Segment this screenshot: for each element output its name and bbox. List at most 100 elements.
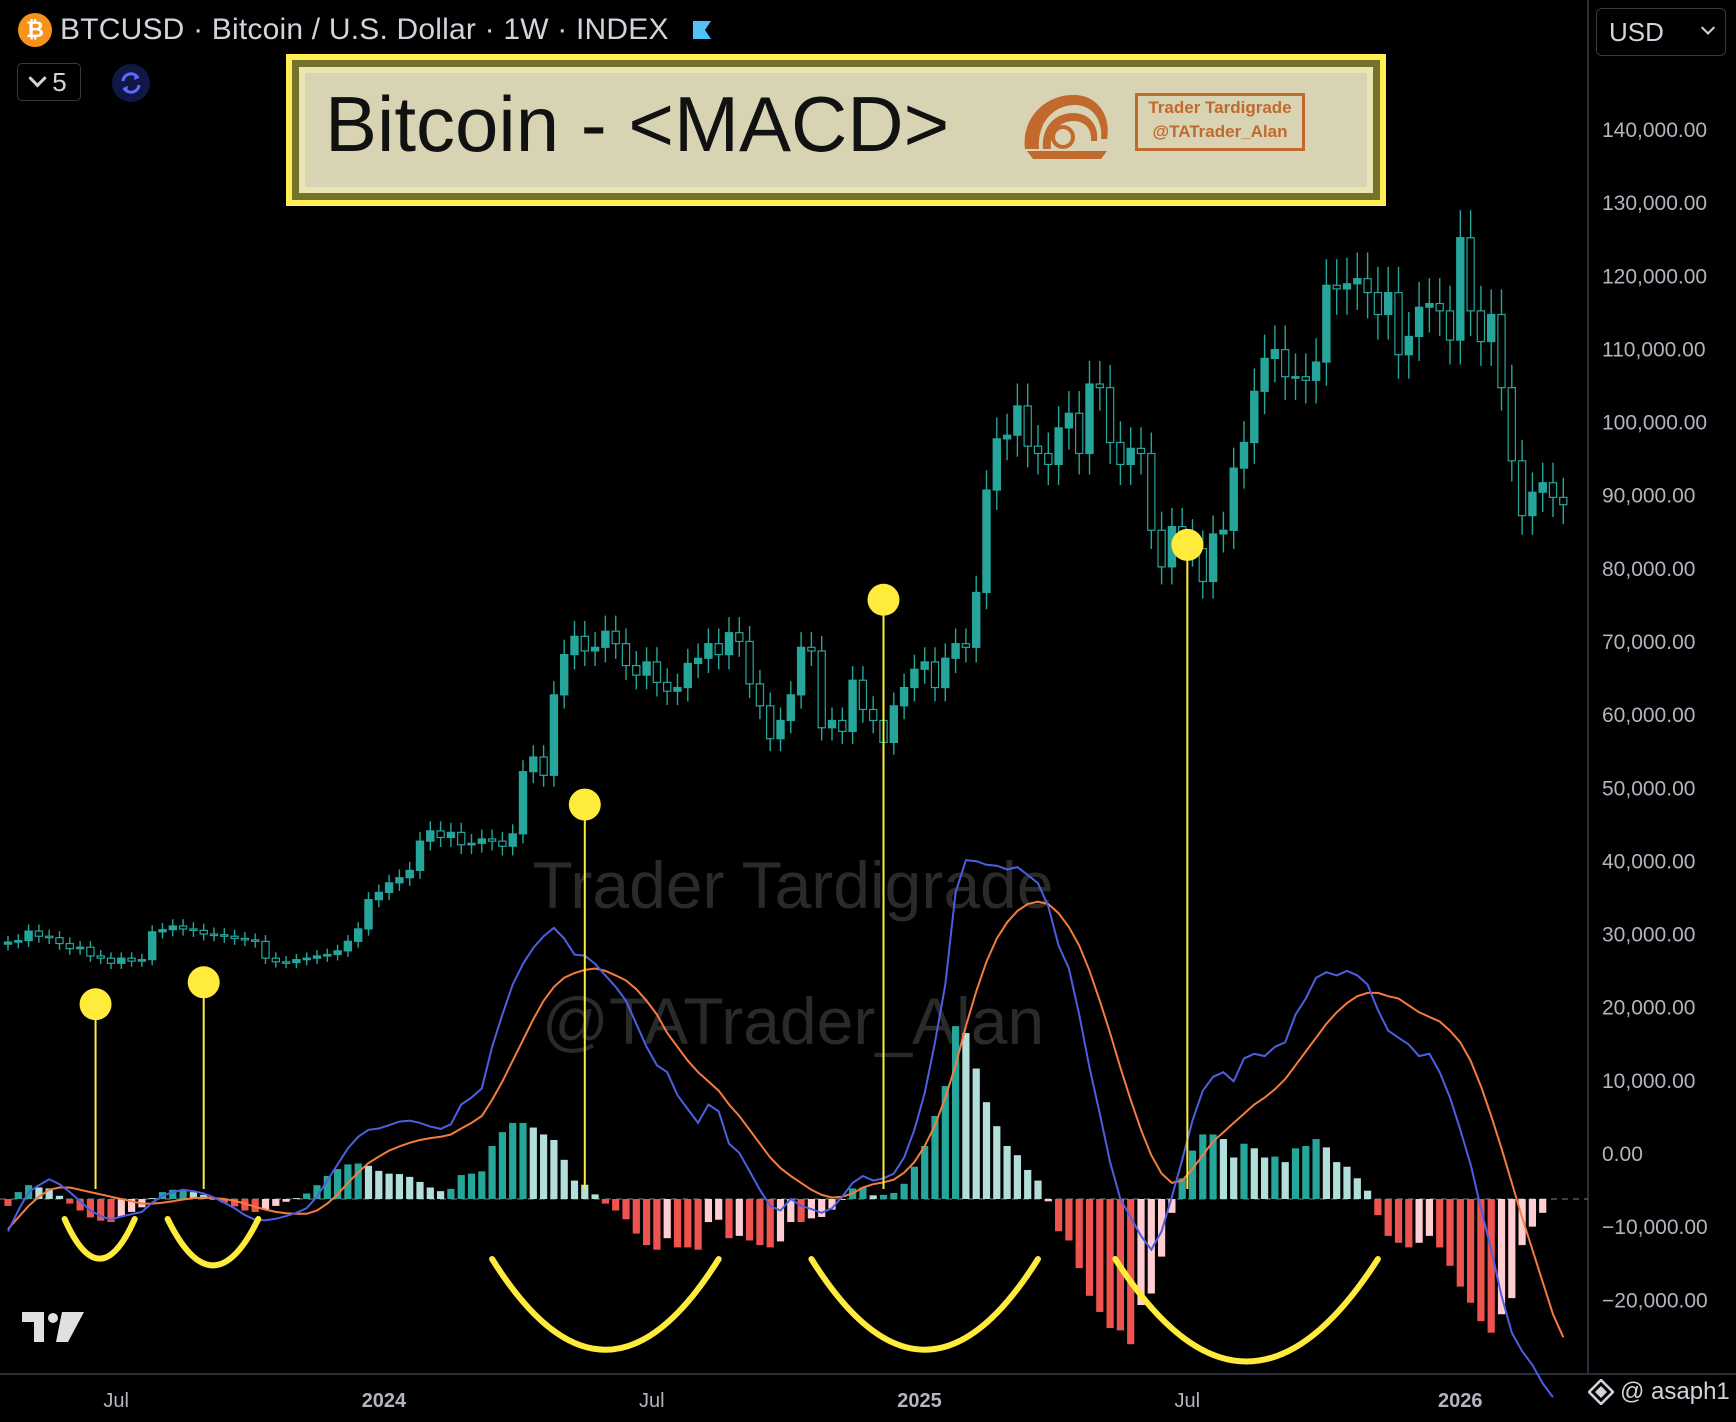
currency-value: USD (1609, 16, 1664, 47)
histogram-bar (478, 1171, 486, 1199)
candle-body (621, 643, 631, 667)
histogram-bar (900, 1183, 908, 1199)
candle-body (930, 661, 940, 689)
price-tick-label: 20,000.00 (1602, 997, 1695, 1020)
candle-body (755, 683, 765, 707)
candle-body (96, 955, 105, 959)
candle-body (374, 891, 384, 901)
candle-body (240, 937, 250, 941)
candle-body (209, 933, 219, 937)
candle-body (1394, 291, 1403, 356)
sync-icon[interactable] (112, 64, 150, 102)
candle-body (1353, 278, 1362, 285)
currency-select[interactable]: USD (1596, 8, 1726, 56)
price-tick-label: 140,000.00 (1602, 119, 1707, 142)
candle-body (1157, 529, 1166, 568)
indicator-collapse-button[interactable]: 5 (17, 63, 81, 101)
histogram-bar (632, 1199, 640, 1234)
candle-body (745, 640, 754, 685)
histogram-bar (746, 1199, 754, 1241)
candle-body (395, 877, 404, 884)
histogram-bar (364, 1165, 373, 1199)
candle-body (662, 681, 672, 692)
candle-body (559, 654, 569, 696)
flag-icon[interactable] (691, 19, 713, 41)
candle-body (1404, 335, 1413, 356)
candle-body (1476, 310, 1486, 343)
candle-body (127, 957, 136, 962)
histogram-bar (282, 1199, 290, 1202)
histogram-bar (1055, 1199, 1063, 1232)
histogram-bar (97, 1199, 105, 1221)
candle-body (24, 930, 33, 942)
candle-body (1322, 284, 1331, 363)
candle-body (364, 899, 373, 930)
candle-body (848, 679, 857, 733)
histogram-bar (581, 1184, 589, 1199)
histogram-bar (797, 1199, 805, 1223)
histogram-bar (859, 1187, 867, 1199)
macd-histogram (0, 1026, 1588, 1345)
price-tick-label: 60,000.00 (1602, 704, 1695, 727)
trough-arc (808, 1256, 1041, 1353)
candle-body (75, 946, 85, 950)
candle-body (446, 831, 456, 839)
histogram-bar (385, 1173, 393, 1199)
histogram-bar (972, 1068, 980, 1199)
histogram-bar (169, 1189, 177, 1199)
histogram-bar (1188, 1150, 1197, 1199)
histogram-bar (1240, 1143, 1248, 1199)
candle-body (920, 661, 929, 670)
diamond-logo-icon (1588, 1379, 1614, 1405)
candle-body (611, 630, 620, 645)
histogram-bar (14, 1192, 22, 1199)
bitcoin-icon[interactable]: ₿ (18, 13, 52, 47)
candle-body (1116, 441, 1125, 466)
price-tick-label: 50,000.00 (1602, 777, 1695, 800)
candle-body (1373, 291, 1383, 316)
histogram-bar (1446, 1199, 1454, 1266)
candle-body (1013, 405, 1022, 436)
candle-body (632, 664, 641, 676)
histogram-bar (1147, 1199, 1155, 1294)
annotation-dot (187, 966, 220, 999)
histogram-bar (416, 1181, 424, 1199)
time-axis: Jul 2024 Jul 2025 Jul 2026 (103, 1390, 1482, 1412)
histogram-bar (488, 1145, 496, 1199)
logo-text-box: Trader Tardigrade @TATrader_Alan (1135, 93, 1305, 151)
credit-text: @ asaph1 (1620, 1378, 1730, 1405)
candle-body (189, 928, 198, 932)
candle-body (683, 662, 693, 689)
candle-body (1229, 467, 1238, 531)
histogram-bar (756, 1199, 764, 1246)
candle-body (230, 935, 239, 940)
histogram-bar (1497, 1199, 1506, 1315)
histogram-bar (735, 1199, 743, 1236)
candle-body (570, 635, 579, 656)
candle-body (1332, 284, 1341, 290)
histogram-bar (787, 1199, 795, 1223)
histogram-bar (1230, 1157, 1238, 1199)
symbol-title[interactable]: BTCUSD · Bitcoin / U.S. Dollar · 1W · IN… (60, 13, 669, 46)
histogram-bar (931, 1116, 939, 1199)
histogram-bar (725, 1199, 733, 1239)
tradingview-logo-icon[interactable] (22, 1312, 86, 1346)
candle-body (312, 955, 322, 959)
tardigrade-logo-icon (1024, 94, 1108, 159)
histogram-bar (509, 1122, 517, 1199)
trough-arc (61, 1216, 138, 1262)
candle-body (941, 657, 950, 689)
histogram-bar (1137, 1199, 1145, 1306)
histogram-bar (1106, 1199, 1114, 1329)
candle-body (1044, 452, 1053, 466)
candle-body (117, 957, 126, 964)
candle-body (251, 939, 260, 942)
histogram-bar (1405, 1199, 1413, 1248)
histogram-bar (1281, 1162, 1289, 1199)
candle-body (34, 930, 44, 937)
candle-body (148, 931, 157, 961)
histogram-bar (1394, 1199, 1403, 1243)
histogram-bar (1219, 1139, 1227, 1199)
candle-body (971, 591, 981, 648)
